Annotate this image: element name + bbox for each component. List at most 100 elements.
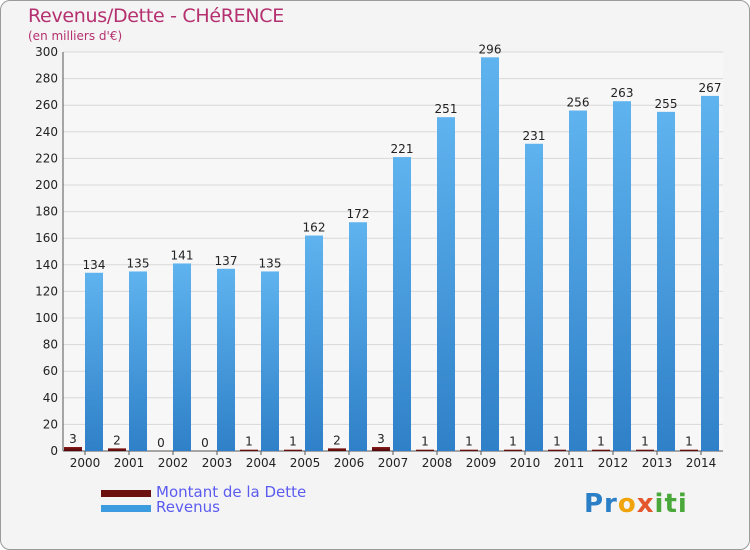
logo-part-3: x [636,489,655,519]
x-tick-label: 2003 [202,456,233,470]
bars [64,57,719,452]
data-label-debt: 1 [685,435,693,449]
logo-part-1: Pr [584,489,618,519]
y-tick-label: 280 [35,72,58,86]
bar-debt [460,449,478,451]
y-tick-label: 180 [35,205,58,219]
x-tick-label: 2012 [598,456,629,470]
data-label-debt: 3 [377,432,385,446]
y-tick-label: 100 [35,311,58,325]
data-label-debt: 1 [289,435,297,449]
bar-debt [592,449,610,451]
data-label-revenue: 134 [83,258,106,272]
y-tick-label: 220 [35,151,58,165]
x-tick-label: 2007 [378,456,409,470]
data-labels: 3 134 2 135 0 141 0 137 1 135 1 162 2 172 3 221 1 251 1 296… [69,42,721,450]
bar-revenue [393,157,411,451]
bar-revenue [129,271,147,451]
bar-debt [636,449,654,451]
data-label-debt: 1 [553,435,561,449]
x-tick-label: 2000 [70,456,101,470]
y-tick-label: 140 [35,258,58,272]
bar-revenue [217,268,235,451]
data-label-revenue: 263 [611,86,634,100]
bar-debt [548,449,566,451]
proxiti-logo: Proxiti [584,489,688,519]
y-axis-ticks: 0 20 40 60 80 100 120 140 160 180 200 220 240 260 280 3… [35,45,58,458]
x-tick-label: 2013 [642,456,673,470]
data-label-revenue: 135 [259,256,282,270]
data-label-debt: 2 [113,433,121,447]
logo-part-4: iti [654,489,688,519]
y-tick-label: 40 [43,391,58,405]
chart-subtitle: (en milliers d'€) [28,29,123,43]
y-tick-label: 240 [35,125,58,139]
data-label-revenue: 172 [347,207,370,221]
data-label-debt: 1 [421,435,429,449]
chart-title: Revenus/Dette - CHéRENCE [28,5,284,27]
logo-part-2: o [617,489,637,519]
bar-revenue [525,143,543,451]
x-tick-label: 2004 [246,456,277,470]
bar-revenue [305,235,323,451]
y-tick-label: 260 [35,98,58,112]
bar-debt [64,447,82,451]
data-label-revenue: 231 [523,129,546,143]
x-tick-label: 2011 [554,456,585,470]
bar-revenue [349,222,367,451]
legend-swatch-revenue [101,505,151,512]
data-label-revenue: 267 [699,81,722,95]
bar-debt [284,449,302,451]
legend-label-revenue: Revenus [156,498,220,516]
data-label-debt: 1 [641,435,649,449]
x-tick-label: 2005 [290,456,321,470]
bar-revenue [657,111,675,451]
data-label-revenue: 137 [215,254,238,268]
data-label-revenue: 162 [303,221,326,235]
bar-revenue [481,57,499,451]
x-tick-label: 2008 [422,456,453,470]
data-label-revenue: 135 [127,256,150,270]
x-tick-label: 2006 [334,456,365,470]
data-label-debt: 1 [465,435,473,449]
data-label-revenue: 255 [655,97,678,111]
y-tick-label: 20 [43,417,58,431]
x-tick-label: 2010 [510,456,541,470]
data-label-revenue: 256 [567,96,590,110]
x-axis-ticks: 2000 2001 2002 2003 2004 2005 2006 2007 2008 2009… [70,451,717,470]
data-label-revenue: 221 [391,142,414,156]
legend-swatch-debt [101,490,151,497]
bar-revenue [613,101,631,452]
bar-debt [416,449,434,451]
bar-debt [108,448,126,451]
bar-revenue [701,95,719,451]
y-tick-label: 0 [50,444,58,458]
bar-debt [372,447,390,451]
bar-revenue [173,263,191,451]
y-tick-label: 160 [35,231,58,245]
bar-revenue [569,110,587,452]
bar-debt [680,449,698,451]
data-label-debt: 1 [597,435,605,449]
x-tick-label: 2014 [686,456,717,470]
data-label-revenue: 251 [435,102,458,116]
legend-label-debt: Montant de la Dette [156,483,307,501]
y-tick-label: 80 [43,338,58,352]
data-label-revenue: 296 [479,42,502,56]
bar-debt [240,449,258,451]
x-tick-label: 2001 [114,456,145,470]
data-label-debt: 1 [245,435,253,449]
bar-debt [328,448,346,451]
y-tick-label: 120 [35,284,58,298]
bar-revenue [85,272,103,451]
data-label-revenue: 141 [171,248,194,262]
data-label-debt: 3 [69,432,77,446]
bar-revenue [437,117,455,452]
y-tick-label: 60 [43,364,58,378]
data-label-debt: 2 [333,433,341,447]
bar-revenue [261,271,279,451]
data-label-debt: 0 [201,436,209,450]
y-tick-label: 200 [35,178,58,192]
